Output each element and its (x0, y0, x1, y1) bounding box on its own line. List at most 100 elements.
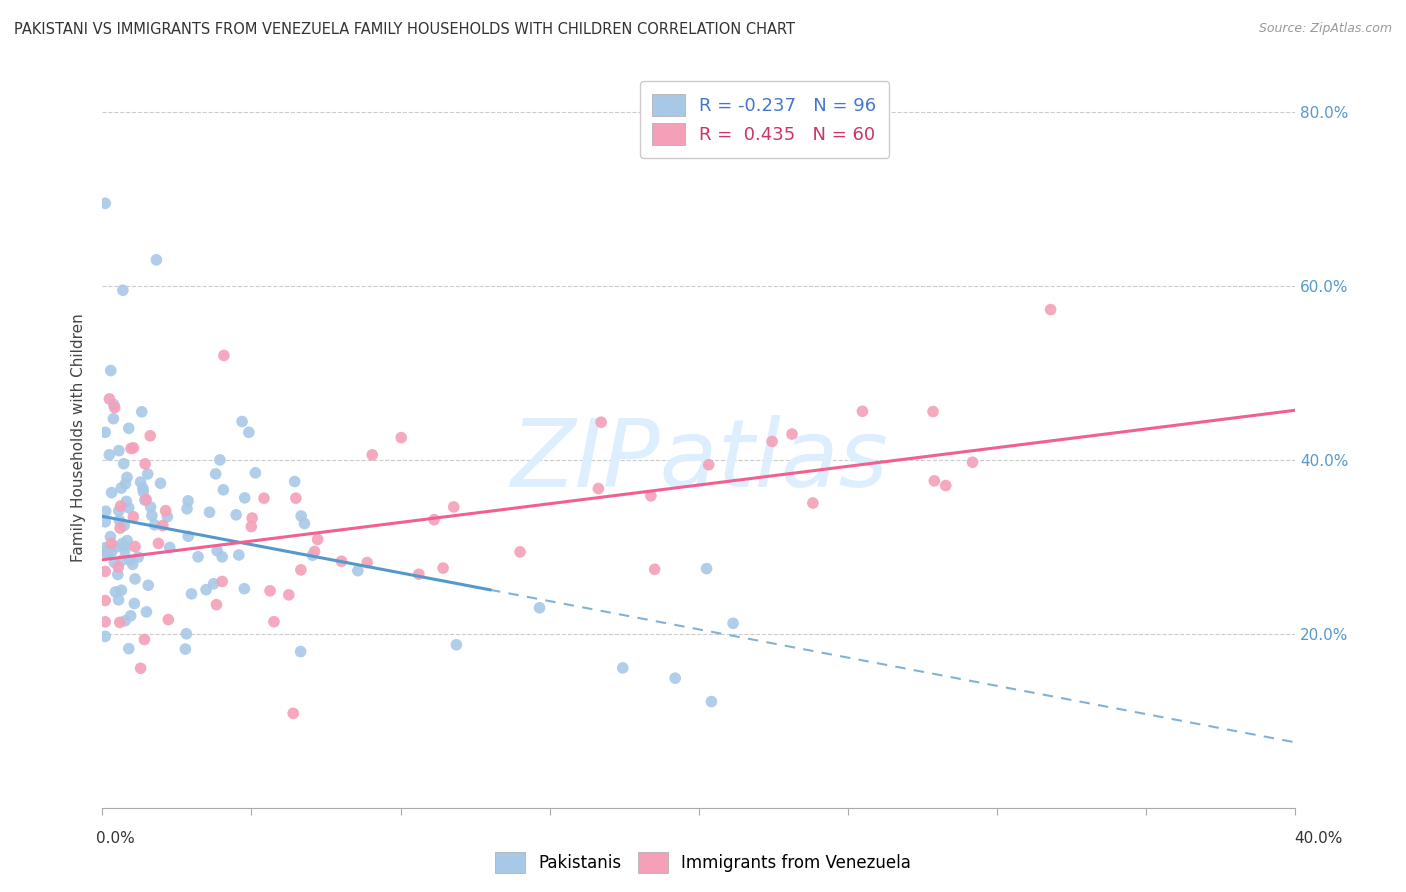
Point (110, 499, 132, 513)
Point (644, 562, 666, 576)
Point (156, 509, 179, 524)
Point (851, 404, 873, 418)
Point (132, 481, 155, 495)
Point (104, 585, 127, 599)
Point (134, 632, 156, 647)
Point (225, 508, 247, 522)
Point (111, 283, 134, 297)
Point (301, 548, 323, 562)
Point (129, 661, 152, 675)
Point (761, 434, 783, 449)
Point (228, 548, 250, 562)
Point (664, 671, 686, 685)
Point (131, 405, 153, 419)
Point (101, 545, 124, 559)
Point (233, 491, 256, 505)
Point (135, 492, 157, 507)
Point (121, 558, 143, 572)
Point (1039, 302, 1062, 317)
Point (283, 706, 305, 721)
Point (107, 567, 129, 582)
Point (290, 563, 312, 577)
Point (176, 501, 198, 516)
Point (212, 483, 235, 497)
Point (94, 565, 117, 579)
Point (238, 425, 260, 440)
Point (100, 530, 122, 544)
Point (195, 582, 218, 597)
Point (108, 615, 131, 630)
Point (139, 500, 162, 514)
Point (108, 513, 131, 527)
Point (136, 467, 159, 481)
Point (112, 539, 135, 553)
Point (139, 429, 162, 443)
Point (94, 504, 117, 518)
Point (529, 600, 551, 615)
Point (721, 616, 744, 631)
Point (259, 583, 281, 598)
Point (112, 518, 135, 533)
Point (94, 544, 117, 558)
Point (94, 425, 117, 440)
Point (509, 545, 531, 559)
Point (240, 519, 263, 533)
Point (423, 513, 446, 527)
Point (136, 578, 159, 592)
Point (108, 521, 131, 535)
Text: Source: ZipAtlas.com: Source: ZipAtlas.com (1258, 22, 1392, 36)
Point (111, 537, 134, 551)
Point (277, 588, 299, 602)
Point (408, 567, 430, 582)
Point (108, 443, 131, 458)
Point (446, 638, 468, 652)
Point (103, 398, 125, 412)
Point (152, 518, 174, 533)
Point (134, 493, 156, 508)
Point (118, 641, 141, 656)
Point (104, 540, 127, 554)
Point (115, 494, 138, 508)
Point (118, 553, 141, 567)
Legend: R = -0.237   N = 96, R =  0.435   N = 60: R = -0.237 N = 96, R = 0.435 N = 60 (640, 81, 889, 158)
Text: 40.0%: 40.0% (1295, 831, 1343, 846)
Point (107, 560, 129, 574)
Point (697, 458, 720, 472)
Point (202, 576, 225, 591)
Point (700, 695, 723, 709)
Point (263, 615, 285, 629)
Point (253, 491, 276, 506)
Text: ZIPatlas: ZIPatlas (510, 415, 887, 506)
Point (103, 556, 125, 570)
Point (132, 484, 155, 499)
Point (110, 481, 132, 495)
Point (389, 431, 412, 445)
Point (118, 421, 141, 435)
Point (155, 504, 177, 518)
Point (122, 441, 145, 455)
Point (114, 543, 136, 558)
Point (205, 543, 228, 558)
Point (115, 470, 138, 484)
Point (96, 548, 118, 562)
Point (696, 561, 718, 575)
Point (231, 415, 253, 429)
Point (124, 597, 146, 611)
Point (143, 517, 166, 532)
Point (100, 363, 122, 377)
Point (330, 554, 353, 568)
Point (212, 349, 235, 363)
Point (290, 644, 312, 658)
Point (924, 474, 946, 488)
Point (94, 515, 117, 529)
Point (98, 392, 121, 406)
Point (115, 533, 138, 548)
Point (94, 593, 117, 607)
Point (120, 608, 142, 623)
Point (149, 476, 172, 491)
Point (284, 491, 307, 505)
Point (935, 478, 957, 492)
Point (94, 541, 117, 555)
Point (187, 549, 209, 564)
Point (124, 572, 146, 586)
